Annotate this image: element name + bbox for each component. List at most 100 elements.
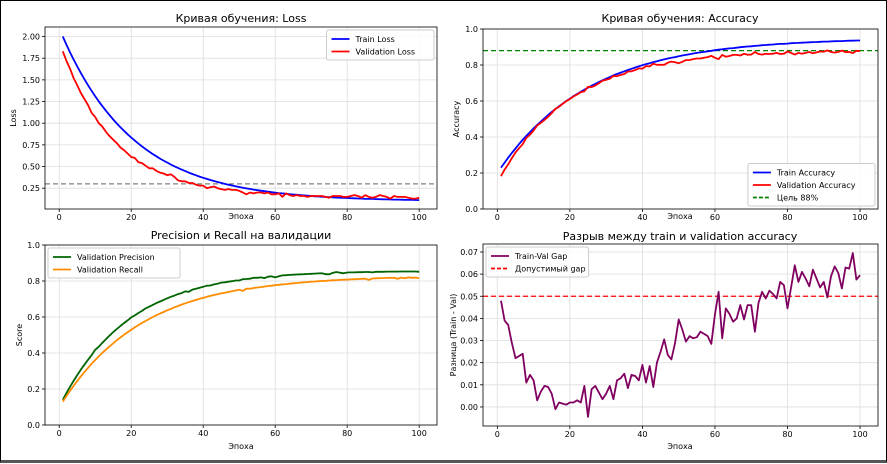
y-tick-label: 2.00 [22, 33, 40, 42]
y-axis-label: Разница (Train - Val) [449, 294, 458, 377]
x-tick-label: 60 [270, 213, 280, 222]
legend: Train Accuracy Validation Accuracy Цель 88… [747, 163, 876, 207]
series-line-validation-recall [62, 276, 420, 403]
panel-loss: Кривая обучения: Loss Эпоха Loss 0 20 40 60… [9, 12, 438, 222]
y-tick-label: 0.00 [460, 403, 478, 412]
y-tick-label: 1.0 [465, 25, 478, 34]
plot-area [62, 270, 420, 403]
x-tick-label: 80 [342, 429, 352, 438]
x-tick-label: 60 [270, 429, 280, 438]
plot-area [483, 252, 878, 418]
y-tick-label: 1.00 [22, 119, 40, 128]
series-line-train-loss [61, 36, 420, 201]
legend-frame [326, 29, 435, 61]
y-tick-label: 0.2 [27, 385, 40, 394]
chart-title: Кривая обучения: Loss [176, 12, 307, 25]
x-tick-label: 20 [126, 213, 136, 222]
chart-title: Кривая обучения: Accuracy [602, 12, 759, 25]
legend: Validation Precision Validation Recall [47, 247, 181, 279]
legend-label: Train Loss [355, 35, 395, 44]
plot-area [45, 36, 437, 201]
chart-title: Разрыв между train и validation accuracy [563, 230, 798, 243]
panel-gap: Разрыв между train и validation accuracy… [449, 230, 879, 451]
legend-frame [47, 247, 181, 279]
y-tick-label: 1.0 [27, 241, 40, 250]
y-tick-label: 0.8 [27, 277, 40, 286]
x-tick-label: 0 [495, 213, 500, 222]
axes-frame [482, 28, 879, 210]
y-tick-label: 1.25 [22, 98, 40, 107]
axes-frame [482, 243, 879, 427]
plot-area [483, 39, 878, 177]
x-axis-label: Эпоха [228, 442, 253, 451]
x-axis-label: Эпоха [228, 212, 253, 221]
y-tick-label: 0.8 [465, 61, 478, 70]
y-tick-label: 0.6 [465, 97, 478, 106]
x-tick-label: 40 [637, 213, 647, 222]
legend-label: Train Accuracy [776, 169, 836, 178]
x-tick-label: 100 [852, 430, 867, 439]
y-tick-label: 0.2 [465, 169, 478, 178]
chart-title: Precision и Recall на валидации [151, 229, 332, 242]
legend-label: Validation Recall [77, 266, 143, 275]
y-tick-label: 0.75 [22, 141, 40, 150]
y-tick-label: 0.4 [27, 349, 40, 358]
y-tick-label: 1.75 [22, 54, 40, 63]
series-line-validation-accuracy [500, 49, 861, 177]
x-tick-label: 40 [198, 429, 208, 438]
y-tick-label: 0.01 [460, 381, 478, 390]
y-tick-label: 0.0 [465, 205, 478, 214]
y-tick-label: 0.02 [460, 359, 478, 368]
panel-accuracy: Кривая обучения: Accuracy Эпоха Accuracy… [452, 12, 879, 222]
axes-frame [44, 26, 438, 210]
series-line-train-accuracy [500, 39, 860, 169]
legend-label: Validation Loss [356, 48, 416, 57]
y-tick-label: 0.25 [22, 184, 40, 193]
y-axis-label: Accuracy [452, 100, 461, 137]
x-tick-label: 80 [782, 430, 792, 439]
legend-label: Validation Precision [77, 253, 155, 262]
legend: Train Loss Validation Loss [326, 29, 435, 61]
legend-label: Цель 88% [777, 194, 819, 203]
y-tick-label: 0.6 [27, 313, 40, 322]
x-tick-label: 20 [565, 430, 575, 439]
y-axis-label: Score [15, 324, 24, 346]
legend-label: Допустимый gap [515, 265, 586, 274]
panel-precision-recall: Precision и Recall на валидации Эпоха Sc… [15, 229, 438, 451]
legend-frame [747, 163, 876, 207]
series-line-validation-precision [62, 270, 420, 401]
x-tick-label: 20 [565, 213, 575, 222]
y-axis-label: Loss [9, 109, 18, 127]
series-line-train-val-gap [500, 252, 861, 418]
x-axis-label: Эпоха [667, 442, 692, 451]
legend-label: Train-Val Gap [514, 252, 567, 261]
x-tick-label: 80 [782, 213, 792, 222]
y-tick-label: 0.04 [460, 314, 478, 323]
x-tick-label: 80 [342, 213, 352, 222]
x-tick-label: 40 [637, 430, 647, 439]
legend: Train-Val Gap Допустимый gap [485, 246, 590, 278]
x-tick-label: 20 [126, 429, 136, 438]
legend-frame [485, 246, 590, 278]
x-tick-label: 0 [495, 430, 500, 439]
y-tick-label: 0.06 [460, 270, 478, 279]
x-tick-label: 60 [710, 213, 720, 222]
y-tick-label: 0.03 [460, 337, 478, 346]
y-tick-label: 0.05 [460, 292, 478, 301]
x-axis-label: Эпоха [667, 212, 692, 221]
y-tick-label: 0.0 [27, 421, 40, 430]
y-tick-label: 0.4 [465, 133, 478, 142]
x-tick-label: 100 [412, 213, 427, 222]
x-tick-label: 60 [710, 430, 720, 439]
y-tick-label: 0.07 [460, 248, 478, 257]
x-tick-label: 40 [198, 213, 208, 222]
series-line-validation-loss [61, 50, 420, 200]
y-tick-label: 0.50 [22, 163, 40, 172]
legend-label: Validation Accuracy [777, 181, 856, 190]
axes-frame [44, 244, 438, 426]
x-tick-label: 100 [412, 429, 427, 438]
x-tick-label: 100 [852, 213, 867, 222]
x-tick-label: 0 [57, 213, 62, 222]
y-tick-label: 1.50 [22, 76, 40, 85]
